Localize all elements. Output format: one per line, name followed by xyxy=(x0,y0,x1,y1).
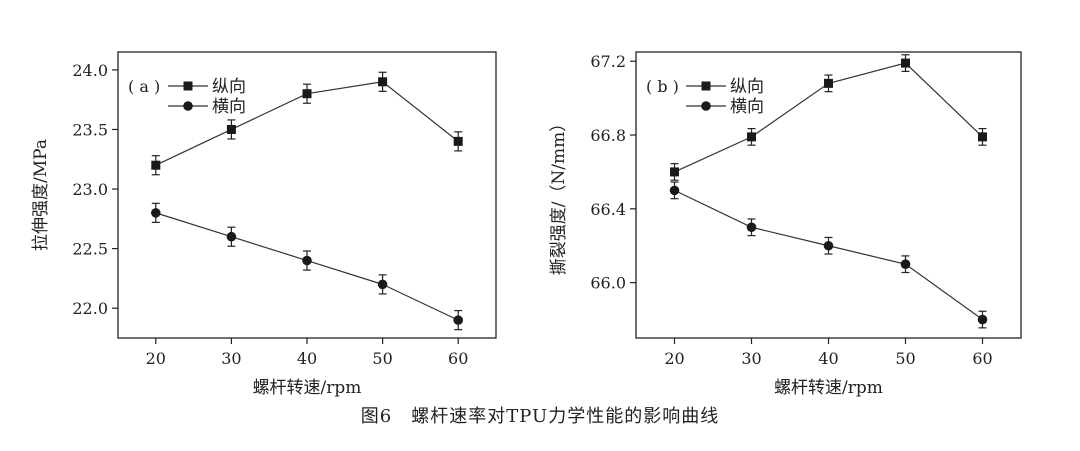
x-tick-label: 30 xyxy=(741,349,761,368)
y-tick-label: 22.5 xyxy=(72,240,108,259)
data-point-circle xyxy=(669,185,680,196)
chart-panel-b: 66.0 66.4 66.8 67.2 20 30 40 50 60 螺杆转速/rpm 撕裂强度/（… xyxy=(549,51,1022,398)
data-point-square xyxy=(453,136,463,146)
legend-marker-square xyxy=(701,81,711,91)
data-point-square xyxy=(226,124,236,134)
data-point-square xyxy=(901,58,910,68)
y-tick-label: 24.0 xyxy=(72,61,108,80)
figure-caption: 图6 螺杆速率对TPU力学性能的影响曲线 xyxy=(360,406,720,427)
y-tick-label: 67.2 xyxy=(590,52,626,71)
data-point-circle xyxy=(377,279,388,290)
y-tick-label: 66.8 xyxy=(590,126,626,145)
x-tick-label: 20 xyxy=(664,349,684,368)
x-axis-label: 螺杆转速/rpm xyxy=(253,378,362,398)
y-tick-label: 22.0 xyxy=(72,299,108,318)
legend-marker-square xyxy=(183,81,193,91)
y-tick-label: 23.5 xyxy=(72,120,108,139)
plot-frame xyxy=(635,51,1022,339)
y-axis-label: 拉伸强度/MPa xyxy=(31,139,51,251)
data-point-circle xyxy=(226,231,237,242)
data-point-square xyxy=(747,132,756,142)
y-tick-label: 23.0 xyxy=(72,180,108,199)
x-tick-label: 20 xyxy=(146,349,166,368)
x-axis-label: 螺杆转速/rpm xyxy=(774,378,883,398)
series-line-circle xyxy=(674,189,983,321)
x-tick-label: 60 xyxy=(972,349,992,368)
data-point-circle xyxy=(453,315,464,325)
data-point-square xyxy=(302,89,312,99)
y-tick-label: 66.4 xyxy=(590,200,626,219)
x-tick-label: 50 xyxy=(895,349,915,368)
panel-label: ( b ) xyxy=(646,77,679,96)
chart-panel-a: 22.0 22.5 23.0 23.5 24.0 20 30 40 50 60 螺杆转速/rpm 拉伸… xyxy=(31,51,497,398)
y-axis-label: 撕裂强度/（N/mm） xyxy=(549,115,569,276)
x-tick-label: 30 xyxy=(221,349,241,368)
x-tick-label: 50 xyxy=(372,349,392,368)
panel-label: ( a ) xyxy=(128,77,160,96)
legend-marker-circle xyxy=(183,101,193,111)
data-point-square xyxy=(151,160,161,170)
legend-label: 横向 xyxy=(212,97,246,117)
data-point-circle xyxy=(900,259,911,269)
legend-label: 纵向 xyxy=(730,77,764,97)
data-point-circle xyxy=(977,314,988,325)
data-point-square xyxy=(378,77,388,87)
x-tick-label: 40 xyxy=(818,349,838,368)
data-point-circle xyxy=(823,240,834,251)
legend-marker-circle xyxy=(701,101,711,111)
legend-label: 横向 xyxy=(730,97,764,117)
x-tick-label: 60 xyxy=(448,349,468,368)
data-point-square xyxy=(670,167,679,177)
data-point-circle xyxy=(151,208,161,218)
y-tick-label: 66.0 xyxy=(590,274,626,293)
data-point-square xyxy=(978,132,987,142)
legend-label: 纵向 xyxy=(212,77,246,97)
data-point-circle xyxy=(746,222,757,233)
data-point-square xyxy=(824,78,833,88)
data-point-circle xyxy=(302,255,312,266)
x-tick-label: 40 xyxy=(297,349,317,368)
